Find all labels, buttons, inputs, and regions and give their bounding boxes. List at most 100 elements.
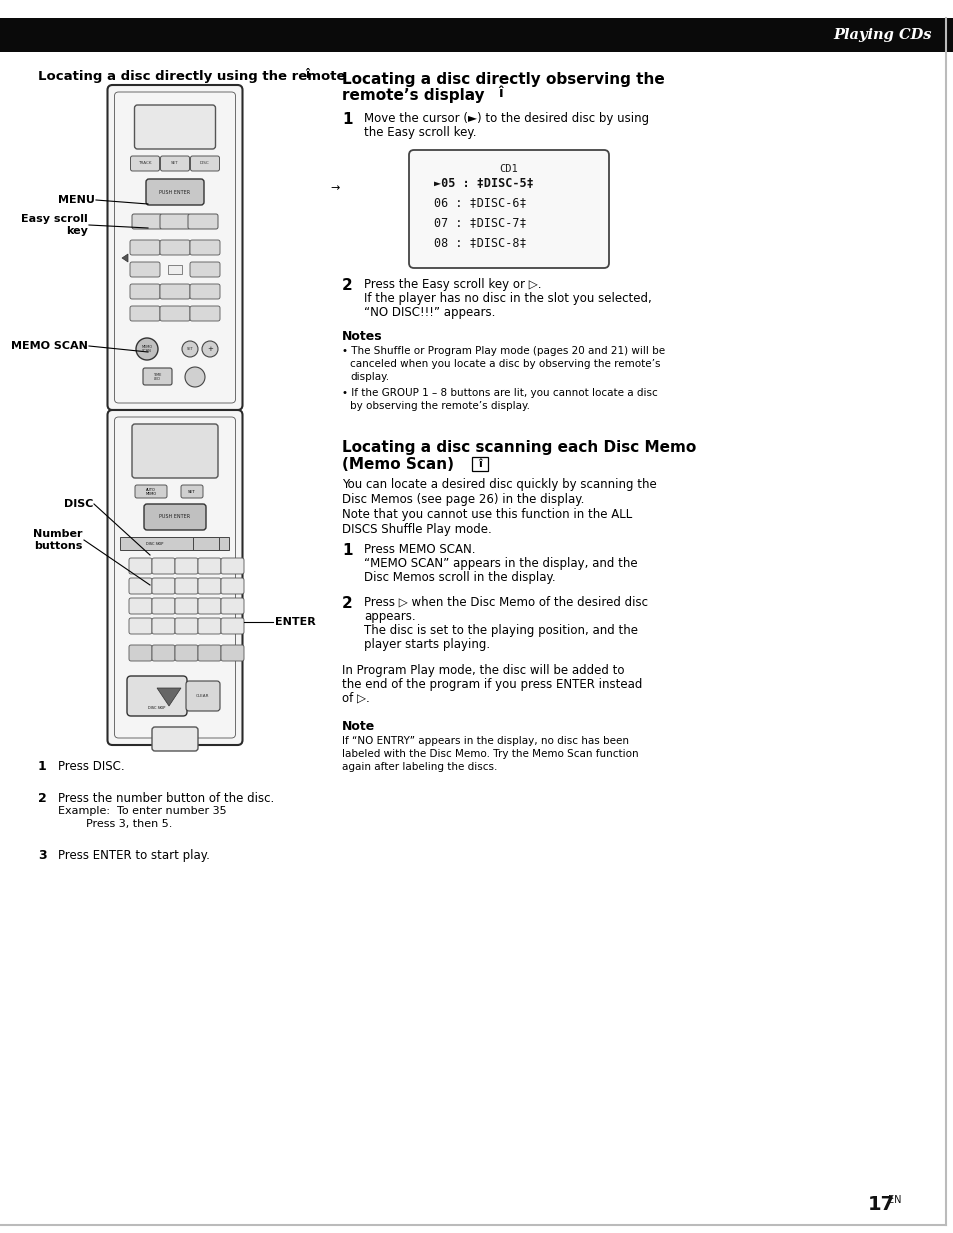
Text: Easy scroll
key: Easy scroll key — [21, 215, 88, 236]
FancyBboxPatch shape — [409, 150, 608, 268]
FancyBboxPatch shape — [132, 215, 162, 229]
Text: Press 3, then 5.: Press 3, then 5. — [86, 819, 172, 829]
Circle shape — [136, 338, 158, 360]
FancyBboxPatch shape — [221, 645, 244, 661]
Text: î: î — [477, 459, 481, 469]
Bar — [193, 538, 219, 550]
Text: CLEAR: CLEAR — [196, 694, 210, 698]
FancyBboxPatch shape — [221, 578, 244, 594]
FancyBboxPatch shape — [152, 727, 198, 751]
Text: 08 : ‡DISC-8‡: 08 : ‡DISC-8‡ — [434, 237, 526, 249]
Text: CD1: CD1 — [499, 164, 517, 174]
Text: TRACK: TRACK — [138, 162, 152, 165]
Text: the Easy scroll key.: the Easy scroll key. — [364, 126, 476, 139]
Text: Playing CDs: Playing CDs — [833, 28, 931, 42]
FancyBboxPatch shape — [174, 578, 198, 594]
Text: TIME
LED: TIME LED — [152, 372, 161, 381]
Text: 1: 1 — [341, 112, 352, 127]
Text: AUTO
MEMO: AUTO MEMO — [146, 488, 156, 497]
FancyBboxPatch shape — [221, 559, 244, 575]
FancyBboxPatch shape — [108, 85, 242, 411]
FancyBboxPatch shape — [198, 618, 221, 634]
Text: 2: 2 — [38, 792, 47, 805]
Text: (Memo Scan): (Memo Scan) — [341, 457, 454, 472]
Text: Number
buttons: Number buttons — [33, 529, 83, 551]
FancyBboxPatch shape — [221, 598, 244, 614]
FancyBboxPatch shape — [181, 485, 203, 498]
FancyBboxPatch shape — [198, 645, 221, 661]
FancyBboxPatch shape — [130, 240, 160, 255]
FancyBboxPatch shape — [129, 645, 152, 661]
Text: Press the number button of the disc.: Press the number button of the disc. — [58, 792, 274, 805]
FancyBboxPatch shape — [146, 179, 204, 205]
FancyBboxPatch shape — [131, 157, 159, 171]
FancyBboxPatch shape — [152, 645, 174, 661]
FancyBboxPatch shape — [198, 578, 221, 594]
Text: • The Shuffle or Program Play mode (pages 20 and 21) will be: • The Shuffle or Program Play mode (page… — [341, 346, 664, 356]
Text: 2: 2 — [341, 277, 353, 293]
Text: →: → — [330, 182, 339, 194]
Text: by observing the remote’s display.: by observing the remote’s display. — [350, 401, 530, 411]
FancyBboxPatch shape — [190, 240, 220, 255]
FancyBboxPatch shape — [130, 306, 160, 321]
Polygon shape — [122, 254, 128, 261]
FancyBboxPatch shape — [135, 485, 167, 498]
Text: SET: SET — [171, 162, 178, 165]
FancyBboxPatch shape — [190, 261, 220, 277]
Text: Note: Note — [341, 720, 375, 732]
Text: SET: SET — [187, 346, 193, 351]
FancyBboxPatch shape — [134, 105, 215, 149]
FancyBboxPatch shape — [160, 215, 190, 229]
FancyBboxPatch shape — [143, 367, 172, 385]
Text: If the player has no disc in the slot you selected,: If the player has no disc in the slot yo… — [364, 292, 651, 305]
FancyBboxPatch shape — [174, 559, 198, 575]
Text: DISC: DISC — [200, 162, 210, 165]
Text: 17: 17 — [867, 1196, 894, 1215]
FancyBboxPatch shape — [160, 284, 190, 298]
Text: “MEMO SCAN” appears in the display, and the: “MEMO SCAN” appears in the display, and … — [364, 557, 637, 570]
Bar — [472, 457, 488, 471]
Bar — [0, 18, 953, 52]
FancyBboxPatch shape — [152, 578, 174, 594]
FancyBboxPatch shape — [132, 424, 218, 478]
Text: SET: SET — [188, 490, 195, 494]
Text: 3: 3 — [38, 850, 47, 862]
Text: Press MEMO SCAN.: Press MEMO SCAN. — [364, 543, 475, 556]
Circle shape — [185, 367, 205, 387]
FancyBboxPatch shape — [160, 306, 190, 321]
Text: PUSH ENTER: PUSH ENTER — [159, 514, 191, 519]
FancyBboxPatch shape — [129, 618, 152, 634]
FancyBboxPatch shape — [191, 157, 219, 171]
FancyBboxPatch shape — [129, 598, 152, 614]
Text: • If the GROUP 1 – 8 buttons are lit, you cannot locate a disc: • If the GROUP 1 – 8 buttons are lit, yo… — [341, 388, 657, 398]
Text: DISC: DISC — [64, 499, 92, 509]
FancyBboxPatch shape — [198, 559, 221, 575]
Text: labeled with the Disc Memo. Try the Memo Scan function: labeled with the Disc Memo. Try the Memo… — [341, 748, 638, 760]
Text: MEMO
SCAN: MEMO SCAN — [141, 345, 152, 354]
Text: “NO DISC!!!” appears.: “NO DISC!!!” appears. — [364, 306, 495, 319]
Text: Example:  To enter number 35: Example: To enter number 35 — [58, 806, 227, 816]
Text: the end of the program if you press ENTER instead: the end of the program if you press ENTE… — [341, 678, 641, 690]
Text: Move the cursor (►) to the desired disc by using: Move the cursor (►) to the desired disc … — [364, 112, 648, 125]
Text: Press DISC.: Press DISC. — [58, 760, 125, 773]
FancyBboxPatch shape — [130, 284, 160, 298]
Text: appears.: appears. — [364, 610, 416, 623]
Bar — [120, 538, 230, 550]
Text: 06 : ‡DISC-6‡: 06 : ‡DISC-6‡ — [434, 196, 526, 210]
Text: MENU: MENU — [58, 195, 95, 205]
Text: Press ENTER to start play.: Press ENTER to start play. — [58, 850, 210, 862]
Text: 07 : ‡DISC-7‡: 07 : ‡DISC-7‡ — [434, 217, 526, 229]
Text: If “NO ENTRY” appears in the display, no disc has been: If “NO ENTRY” appears in the display, no… — [341, 736, 628, 746]
FancyBboxPatch shape — [188, 215, 218, 229]
Text: +: + — [207, 346, 213, 351]
Text: î: î — [497, 86, 502, 100]
Text: remote’s display: remote’s display — [341, 88, 484, 104]
FancyBboxPatch shape — [190, 306, 220, 321]
FancyBboxPatch shape — [152, 598, 174, 614]
Text: DISC SKIP: DISC SKIP — [146, 543, 164, 546]
Text: EN: EN — [887, 1195, 901, 1205]
Text: canceled when you locate a disc by observing the remote’s: canceled when you locate a disc by obser… — [350, 359, 659, 369]
FancyBboxPatch shape — [129, 578, 152, 594]
Text: Press the Easy scroll key or ▷.: Press the Easy scroll key or ▷. — [364, 277, 541, 291]
FancyBboxPatch shape — [190, 284, 220, 298]
